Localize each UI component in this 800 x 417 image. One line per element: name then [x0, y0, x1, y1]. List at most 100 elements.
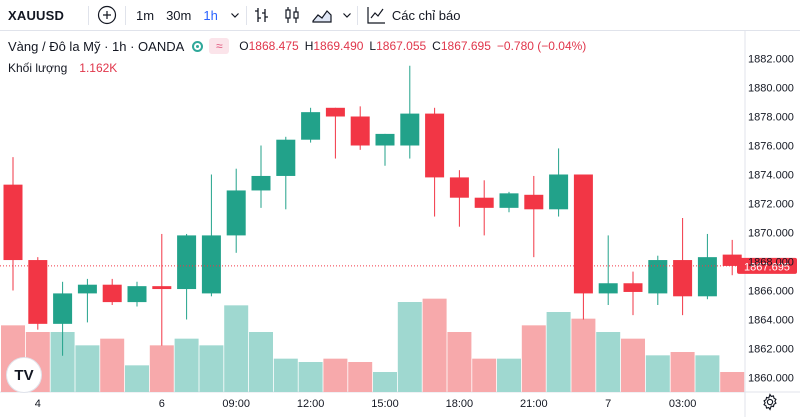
candle-body[interactable]	[152, 286, 172, 290]
volume-bar	[125, 365, 149, 392]
volume-bar	[149, 345, 174, 392]
candle-body[interactable]	[28, 260, 48, 324]
candle-body[interactable]	[201, 235, 221, 294]
volume-bar	[472, 358, 497, 392]
bar-style-button[interactable]	[247, 0, 277, 31]
legend-symbol-title[interactable]: Vàng / Đô la Mỹ · 1h · OANDA	[8, 38, 185, 54]
candle-body[interactable]	[53, 293, 73, 324]
candle-body[interactable]	[102, 284, 122, 303]
price-tick-label: 1866.000	[748, 286, 794, 298]
candle-body[interactable]	[350, 116, 370, 146]
high-value: 1869.490	[313, 39, 364, 53]
price-tick-label: 1880.000	[748, 83, 794, 95]
time-tick-label: 12:00	[297, 398, 325, 410]
candle-body[interactable]	[623, 283, 643, 292]
interval-dropdown-button[interactable]	[224, 0, 246, 31]
indicators-icon	[367, 7, 385, 24]
price-tick-label: 1870.000	[748, 228, 794, 240]
gear-icon	[763, 393, 777, 411]
volume-bar	[100, 338, 125, 392]
volume-bar	[224, 305, 249, 392]
candles-style-button[interactable]	[277, 0, 307, 31]
interval-1m-button[interactable]: 1m	[136, 7, 155, 23]
candle-body[interactable]	[598, 283, 618, 294]
time-tick-label: 09:00	[222, 398, 250, 410]
close-key: C	[432, 39, 441, 53]
candle-body[interactable]	[573, 174, 593, 294]
candle-body[interactable]	[673, 260, 693, 297]
indicators-label: Các chỉ báo	[391, 7, 461, 23]
candle-body[interactable]	[499, 193, 519, 208]
price-tick-label: 1860.000	[748, 373, 794, 385]
area-style-button[interactable]	[307, 0, 337, 31]
candle-body[interactable]	[301, 112, 321, 140]
time-tick-label: 21:00	[520, 398, 548, 410]
time-tick-label: 6	[159, 398, 165, 410]
chart-style-dropdown-button[interactable]	[337, 0, 357, 31]
area-chart-icon	[312, 10, 332, 23]
candle-body[interactable]	[251, 175, 271, 191]
volume-bar	[720, 372, 745, 392]
candles-icon	[285, 7, 299, 23]
candle-body[interactable]	[127, 286, 147, 303]
candle-body[interactable]	[449, 177, 469, 198]
compare-add-button[interactable]	[89, 5, 125, 25]
toolbar-divider	[88, 5, 89, 25]
time-tick-label: 4	[35, 398, 41, 410]
volume-bar	[497, 358, 521, 392]
chart-settings-button[interactable]	[760, 392, 780, 412]
volume-bar	[571, 318, 596, 392]
time-tick-label: 15:00	[371, 398, 399, 410]
candle-body[interactable]	[226, 190, 246, 236]
market-open-status-icon[interactable]	[192, 40, 204, 52]
candle-body[interactable]	[325, 107, 345, 117]
price-tick-label: 1872.000	[748, 199, 794, 211]
plus-circle-icon	[97, 5, 117, 25]
price-tick-label: 1882.000	[748, 54, 794, 66]
toolbar-divider	[245, 5, 247, 25]
interval-1h-button[interactable]: 1h	[203, 7, 218, 23]
symbol-search-button[interactable]: XAUUSD	[8, 7, 65, 23]
bars-icon	[254, 8, 268, 22]
candle-body[interactable]	[524, 194, 544, 210]
volume-bar	[323, 358, 348, 392]
candle-body[interactable]	[549, 174, 569, 210]
volume-bar	[546, 312, 571, 392]
chart-legend: Vàng / Đô la Mỹ · 1h · OANDA ≈ O1868.475…	[8, 38, 586, 54]
candle-body[interactable]	[77, 284, 97, 294]
volume-bar	[695, 355, 720, 392]
candle-body[interactable]	[474, 197, 494, 208]
candle-body[interactable]	[697, 257, 717, 297]
volume-label[interactable]: Khối lượng	[8, 61, 68, 75]
indicators-button[interactable]: Các chỉ báo	[358, 6, 469, 24]
volume-bar	[422, 298, 447, 392]
candle-body[interactable]	[3, 184, 23, 261]
price-tick-label: 1876.000	[748, 141, 794, 153]
tradingview-logo[interactable]: TV	[6, 357, 42, 393]
interval-30m-button[interactable]: 30m	[166, 7, 192, 23]
top-toolbar: XAUUSD 1m 30m 1h Các chỉ báo	[0, 0, 800, 31]
price-tick-label: 1864.000	[748, 315, 794, 327]
high-key: H	[304, 39, 314, 53]
volume-bar	[249, 332, 273, 392]
candle-body[interactable]	[177, 235, 197, 290]
candle-body[interactable]	[425, 113, 445, 178]
candle-body[interactable]	[722, 254, 742, 266]
candle-body[interactable]	[276, 139, 296, 176]
volume-bar	[298, 362, 323, 392]
price-chart[interactable]: 1867.695 1860.000 1862.000 1864.000 1866.000…	[0, 31, 800, 417]
price-tick-label: 1874.000	[748, 170, 794, 182]
last-price-label-box	[737, 257, 797, 274]
volume-bar	[75, 345, 100, 392]
candle-body[interactable]	[648, 260, 668, 294]
candle-body[interactable]	[400, 113, 420, 146]
volume-bar	[596, 332, 621, 392]
price-tick-label: 1862.000	[748, 344, 794, 356]
low-value: 1867.055	[376, 39, 427, 53]
volume-bar	[397, 302, 422, 392]
approx-data-badge[interactable]: ≈	[209, 38, 230, 54]
candle-body[interactable]	[375, 133, 395, 146]
time-tick-label: 03:00	[669, 398, 697, 410]
volume-bar	[174, 338, 199, 392]
open-value: 1868.475	[248, 39, 299, 53]
